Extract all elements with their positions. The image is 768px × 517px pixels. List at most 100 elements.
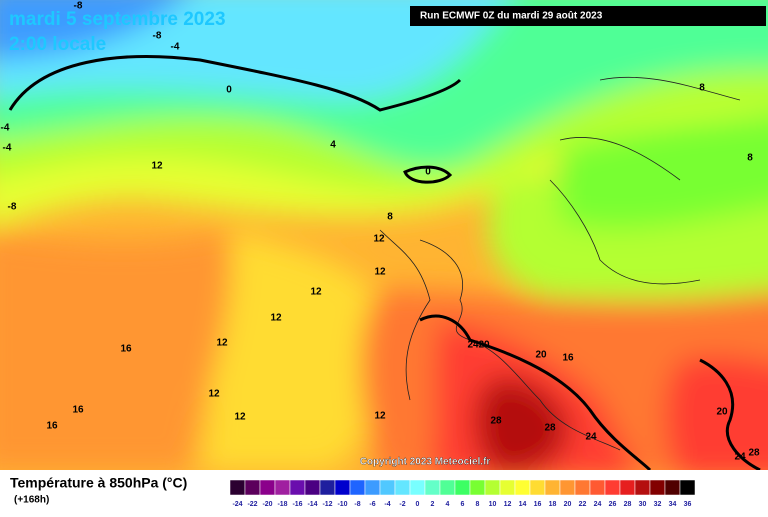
scale-label: 8	[476, 501, 480, 508]
contour-label: 28	[490, 416, 502, 427]
scale-swatch	[514, 479, 531, 496]
scale-swatch	[574, 479, 591, 496]
scale-swatch	[259, 479, 276, 496]
scale-label: 4	[446, 501, 450, 508]
date: mardi 5 septembre 2023	[9, 9, 226, 30]
scale-label: 34	[669, 501, 677, 508]
scale-label: 12	[504, 501, 512, 508]
scale-label: 30	[639, 501, 647, 508]
scale-label: 16	[534, 501, 542, 508]
scale-label: -10	[337, 501, 347, 508]
contour-label: -4	[171, 42, 180, 53]
contour-label: 20	[478, 340, 490, 351]
scale-label: 22	[579, 501, 587, 508]
contour-label: 12	[216, 338, 228, 349]
scale-swatch	[604, 479, 621, 496]
contour-label: -8	[74, 1, 83, 12]
contour-label: 0	[226, 85, 232, 96]
scale-label: 6	[461, 501, 465, 508]
scale-label: 32	[654, 501, 662, 508]
contour-label: 12	[208, 389, 220, 400]
scale-swatch	[484, 479, 501, 496]
scale-label: 26	[609, 501, 617, 508]
scale-swatch	[649, 479, 666, 496]
scale-label: 24	[594, 501, 602, 508]
scale-swatch	[274, 479, 291, 496]
scale-swatch	[529, 479, 546, 496]
contour-label: -8	[153, 31, 162, 42]
scale-swatch	[304, 479, 321, 496]
contour-label: 16	[120, 344, 132, 355]
scale-label: -14	[307, 501, 317, 508]
scale-swatch	[394, 479, 411, 496]
scale-label: 28	[624, 501, 632, 508]
footer-lead: (+168h)	[14, 495, 49, 506]
run-box	[410, 6, 766, 26]
contour-label: 16	[46, 421, 58, 432]
contour-label: 24	[467, 340, 479, 351]
scale-label: -12	[322, 501, 332, 508]
contour-label: 28	[748, 448, 760, 459]
contour-label: 0	[425, 167, 431, 178]
scale-swatch	[559, 479, 576, 496]
scale-swatch	[349, 479, 366, 496]
contour-label: 8	[747, 153, 753, 164]
scale-label: 18	[549, 501, 557, 508]
scale-label: 0	[416, 501, 420, 508]
contour-label: 24	[585, 432, 597, 443]
scale-label: -6	[369, 501, 375, 508]
contour-label: 12	[151, 161, 163, 172]
scale-swatch	[679, 479, 696, 496]
contour-label: 12	[373, 234, 385, 245]
run: Run ECMWF 0Z du mardi 29 août 2023	[420, 11, 603, 22]
contour-label: 16	[72, 405, 84, 416]
scale-label: 36	[684, 501, 692, 508]
scale-label: -20	[262, 501, 272, 508]
scale-swatch	[634, 479, 651, 496]
scale-swatch	[229, 479, 246, 496]
temperature-field	[0, 0, 768, 470]
scale-swatch	[499, 479, 516, 496]
contour-label: 20	[535, 350, 547, 361]
scale-label: -24	[232, 501, 242, 508]
color-scale: -24 -22 -20 -18 -16 -14 -12 -10 -8 -6 -4 -2 0 2 4 6 8 10 1…	[229, 479, 696, 508]
contour-label: 28	[544, 423, 556, 434]
scale-label: -22	[247, 501, 257, 508]
scale-swatch	[454, 479, 471, 496]
scale-label: -8	[354, 501, 360, 508]
copyright: Copyright 2023 Meteociel.fr	[360, 457, 491, 468]
scale-swatch	[409, 479, 426, 496]
scale-label: -2	[399, 501, 405, 508]
scale-swatch	[664, 479, 681, 496]
contour-label: 8	[699, 83, 705, 94]
scale-label: 2	[431, 501, 435, 508]
contour-label: 8	[387, 212, 393, 223]
contour-label: 24	[734, 452, 746, 463]
scale-label: 14	[519, 501, 527, 508]
scale-swatch	[319, 479, 336, 496]
scale-swatch	[244, 479, 261, 496]
scale-label: -16	[292, 501, 302, 508]
scale-label: -4	[384, 501, 390, 508]
scale-swatch	[544, 479, 561, 496]
scale-swatch	[289, 479, 306, 496]
scale-label: 20	[564, 501, 572, 508]
scale-swatch	[469, 479, 486, 496]
scale-swatch	[379, 479, 396, 496]
contour-label: 4	[330, 140, 336, 151]
scale-swatch	[364, 479, 381, 496]
contour-label: -8	[8, 202, 17, 213]
contour-label: 20	[716, 407, 728, 418]
contour-label: 12	[374, 267, 386, 278]
time: 2:00 locale	[9, 34, 106, 55]
contour-label: -4	[1, 123, 10, 134]
scale-label: 10	[489, 501, 497, 508]
contour-label: 16	[562, 353, 574, 364]
scale-swatch	[334, 479, 351, 496]
footer-title: Température à 850hPa (°C)	[10, 475, 187, 491]
scale-swatch	[424, 479, 441, 496]
contour-label: 12	[374, 411, 386, 422]
scale-swatch	[589, 479, 606, 496]
